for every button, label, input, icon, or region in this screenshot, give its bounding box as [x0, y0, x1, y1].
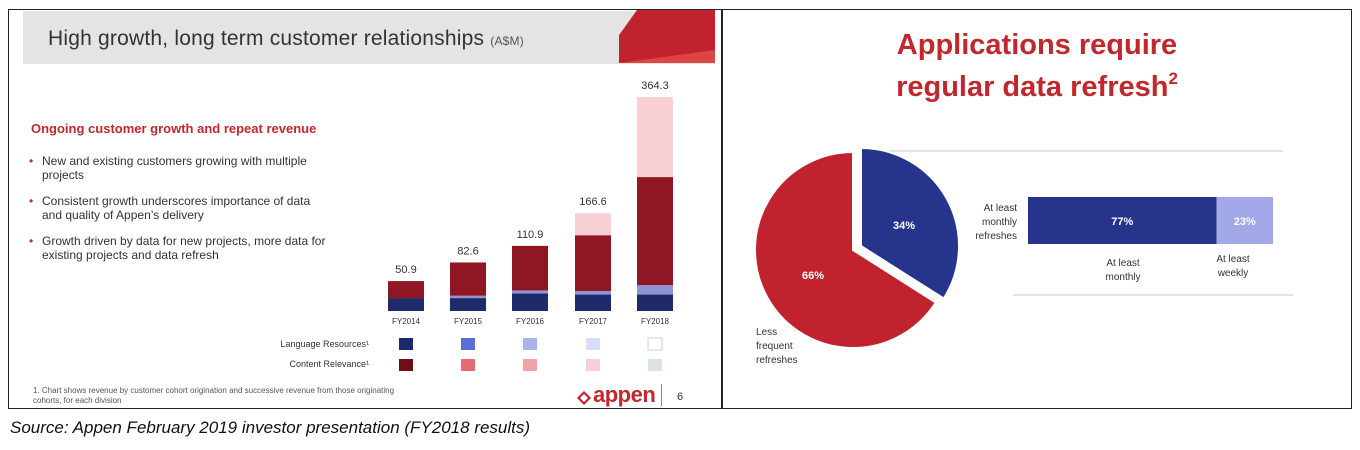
pie-slice-less-frequent — [754, 150, 938, 349]
title-footnote-marker: 2 — [1168, 69, 1178, 88]
x-tick-label: FY2014 — [392, 317, 421, 326]
legend-swatch-language — [399, 338, 413, 350]
bar-segment — [637, 294, 673, 311]
bar-total-label: 50.9 — [395, 264, 416, 276]
legend-swatch-content — [523, 359, 537, 371]
hbar-value-label: 77% — [1111, 216, 1133, 228]
hbar-segment — [1216, 197, 1273, 244]
appen-logo-icon — [577, 391, 591, 405]
bar-segment — [388, 298, 424, 311]
appen-logo: appen — [593, 382, 656, 407]
bar-segment — [575, 213, 611, 236]
bar-total-label: 364.3 — [641, 80, 669, 92]
source-caption: Source: Appen February 2019 investor pre… — [10, 418, 531, 437]
pie-label-monthly: 34% — [893, 220, 915, 232]
legend-language-label: Language Resources¹ — [280, 339, 369, 349]
bar-segment — [637, 285, 673, 295]
bar-segment — [450, 262, 486, 296]
legend-swatch-content — [399, 359, 413, 371]
subheading: Ongoing customer growth and repeat reven… — [31, 121, 317, 136]
legend-swatch-content — [648, 359, 662, 371]
logo-divider — [661, 384, 662, 406]
page-number: 6 — [677, 391, 684, 403]
x-tick-label: FY2017 — [579, 317, 608, 326]
bar-total-label: 166.6 — [579, 196, 607, 208]
bar-segment — [450, 298, 486, 311]
pie-slice-label: Less frequent refreshes — [756, 327, 798, 366]
hbar-value-label: 23% — [1234, 216, 1256, 228]
bar-category-label: At least monthly refreshes — [975, 203, 1017, 242]
hbar-segment — [1028, 197, 1217, 244]
legend-swatch-content — [461, 359, 475, 371]
bar-axis-label-weekly: At least weekly — [1216, 254, 1250, 279]
title-accent — [619, 10, 715, 63]
bullet-list: New and existing customers growing with … — [29, 154, 329, 274]
legend-content-label: Content Relevance¹ — [289, 359, 369, 369]
pie-slice-monthly — [860, 146, 960, 300]
bullet-item: Consistent growth underscores importance… — [29, 194, 332, 222]
title-band: High growth, long term customer relation… — [23, 11, 715, 64]
bar-total-label: 82.6 — [457, 245, 478, 257]
legend-swatch-language — [586, 338, 600, 350]
title-unit: (A$M) — [490, 34, 524, 48]
slide-title: High growth, long term customer relation… — [48, 27, 524, 50]
bar-segment — [637, 97, 673, 178]
bar-segment — [512, 245, 548, 291]
revenue-stacked-bar-chart: 50.9 FY2014 82.6 FY2015 110.9 FY2016 166.6 FY20… — [388, 80, 673, 326]
bar-segment — [450, 295, 486, 299]
footnote: 1. Chart shows revenue by customer cohor… — [33, 386, 395, 405]
legend-swatch-language — [647, 337, 663, 351]
bullet-item: Growth driven by data for new projects, … — [29, 234, 342, 262]
x-tick-label: FY2018 — [641, 317, 670, 326]
bar-segment — [637, 177, 673, 286]
bullet-item: New and existing customers growing with … — [29, 154, 312, 182]
legend-swatch-content — [586, 359, 600, 371]
bar-total-label: 110.9 — [517, 229, 544, 241]
legend-swatch-language — [523, 338, 537, 350]
bar-segment — [575, 235, 611, 292]
refresh-pie-chart: 34% 66% 77% 23% — [754, 146, 1293, 349]
revenue-slide: High growth, long term customer relation… — [8, 9, 722, 409]
legend-swatches — [399, 337, 663, 371]
bar-axis-label-monthly: At least monthly — [1105, 258, 1141, 283]
title-line-1: Applications require — [896, 29, 1178, 61]
bar-segment — [575, 291, 611, 295]
legend-swatch-language — [461, 338, 475, 350]
x-tick-label: FY2015 — [454, 317, 483, 326]
x-tick-label: FY2016 — [516, 317, 545, 326]
slide-title: Applications require regular data refres… — [723, 29, 1351, 104]
title-line-2: regular data refresh2 — [896, 69, 1178, 103]
bar-segment — [388, 281, 424, 299]
pie-label-less-frequent: 66% — [802, 270, 824, 282]
bar-segment — [575, 294, 611, 311]
data-refresh-slide: Applications require regular data refres… — [722, 9, 1352, 409]
bar-segment — [512, 290, 548, 294]
bar-segment — [512, 293, 548, 311]
